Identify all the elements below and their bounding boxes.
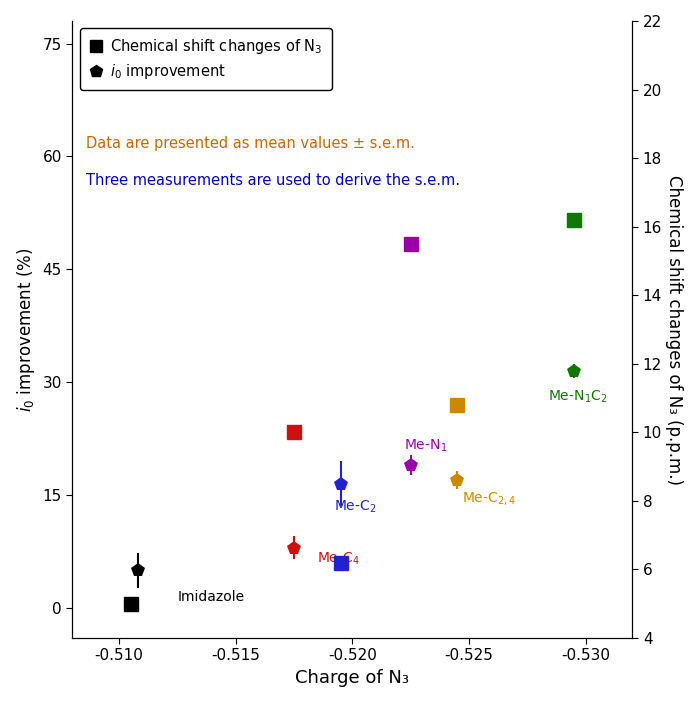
Text: Me-C$_4$: Me-C$_4$ bbox=[318, 551, 360, 567]
Text: Three measurements are used to derive the s.e.m.: Three measurements are used to derive th… bbox=[87, 173, 461, 187]
Text: Me-C$_{2,4}$: Me-C$_{2,4}$ bbox=[462, 490, 516, 508]
X-axis label: Charge of N₃: Charge of N₃ bbox=[295, 669, 409, 687]
Legend: Chemical shift changes of N$_3$, $i_0$ improvement: Chemical shift changes of N$_3$, $i_0$ i… bbox=[80, 28, 332, 90]
Text: Me-C$_2$: Me-C$_2$ bbox=[334, 498, 376, 515]
Y-axis label: $i_0$ improvement (%): $i_0$ improvement (%) bbox=[15, 247, 37, 411]
Y-axis label: Chemical shift changes of N₃ (p.p.m.): Chemical shift changes of N₃ (p.p.m.) bbox=[665, 175, 683, 484]
Text: Me-N$_1$C$_2$: Me-N$_1$C$_2$ bbox=[549, 389, 608, 406]
Text: Data are presented as mean values ± s.e.m.: Data are presented as mean values ± s.e.… bbox=[87, 135, 415, 150]
Text: Imidazole: Imidazole bbox=[177, 590, 244, 604]
Text: Me-N$_1$: Me-N$_1$ bbox=[403, 438, 447, 454]
